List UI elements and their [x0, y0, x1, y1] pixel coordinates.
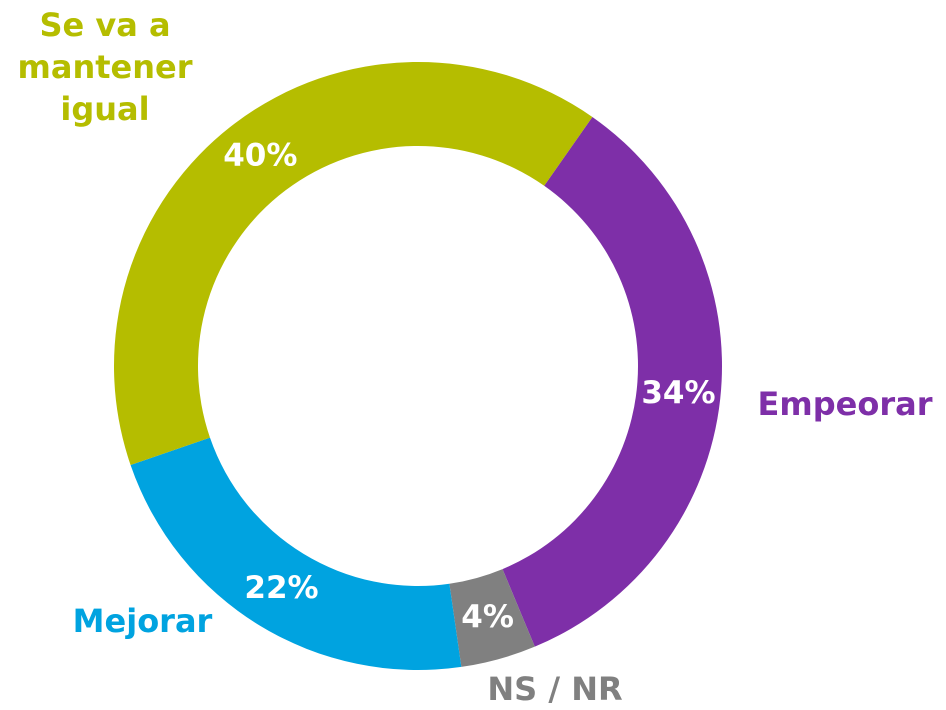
donut-segment: [502, 116, 723, 647]
donut-segment: [130, 437, 462, 670]
category-label: Se va a mantener igual: [17, 6, 193, 128]
category-label: Mejorar: [72, 602, 213, 640]
value-label: 34%: [641, 375, 715, 411]
category-label: NS / NR: [487, 670, 623, 708]
value-label: 22%: [244, 570, 318, 606]
category-label: Empeorar: [757, 385, 933, 423]
value-label: 4%: [461, 599, 514, 635]
value-label: 40%: [223, 137, 297, 173]
donut-segment: [113, 61, 593, 465]
donut-segment: [449, 569, 535, 667]
